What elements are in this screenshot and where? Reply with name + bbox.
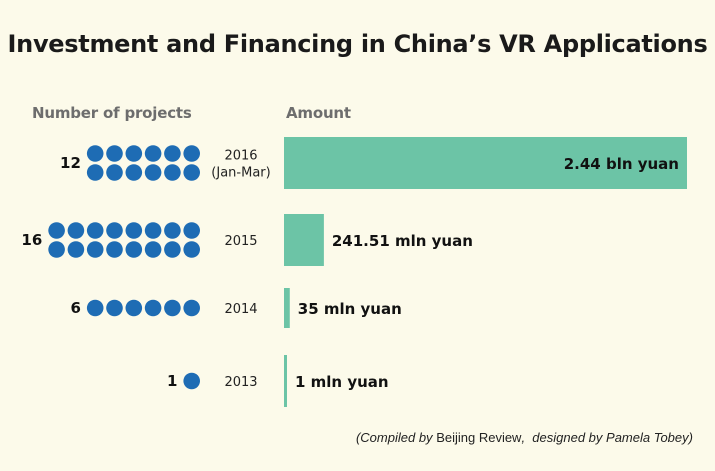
credit-prefix: (Compiled by [355,430,433,445]
project-dot [86,145,104,162]
project-dot [125,222,143,239]
project-dot [183,164,200,181]
amount-column-header: Amount [286,104,351,122]
project-dot [164,164,181,181]
project-dot [86,241,104,258]
project-dot [125,241,143,258]
project-count-label: 1 [167,372,177,390]
project-dot [144,222,162,239]
project-dot [164,222,181,239]
amount-label: 35 mln yuan [298,300,402,318]
project-dot [106,164,123,181]
year-label: 2014 [224,302,257,317]
project-dot [106,299,123,317]
credit-line: (Compiled by Beijing Review, designed by… [355,430,693,445]
credit-source: Beijing Review [436,430,522,445]
project-dot [144,145,162,162]
project-count-label: 6 [70,299,80,317]
project-dot [106,222,123,239]
amount-bar [284,355,287,407]
project-dot [125,299,143,317]
project-dot [48,241,65,258]
credit-designer: designed by Pamela Tobey [532,430,689,445]
project-dot [125,145,143,162]
project-dot [86,164,104,181]
project-dot [183,222,200,239]
project-dot [144,299,162,317]
project-count-label: 12 [60,154,81,172]
amount-label: 241.51 mln yuan [332,232,473,250]
amount-label: 1 mln yuan [295,373,389,391]
chart-title: Investment and Financing in China’s VR A… [7,30,708,58]
project-dot [183,145,200,162]
project-dot [164,299,181,317]
project-dot [67,222,85,239]
project-dot [164,145,181,162]
project-dot [67,241,85,258]
project-dot [164,241,181,258]
year-label: (Jan-Mar) [211,166,270,181]
year-label: 2015 [224,234,257,249]
project-dot [183,372,200,390]
year-label: 2013 [224,375,257,390]
year-label: 2016 [224,149,257,164]
project-dot [106,145,123,162]
credit-suffix: ) [688,430,693,445]
project-dot [125,164,143,181]
project-dot [183,299,200,317]
project-dot [106,241,123,258]
project-count-label: 16 [21,231,42,249]
amount-label: 2.44 bln yuan [564,155,679,173]
amount-bar [284,137,687,189]
project-dot [86,299,104,317]
amount-bar [284,214,324,266]
project-dot [144,241,162,258]
project-dot [86,222,104,239]
amount-bar [284,288,290,328]
project-dot [144,164,162,181]
projects-column-header: Number of projects [32,104,192,122]
project-dot [183,241,200,258]
project-dot [48,222,65,239]
